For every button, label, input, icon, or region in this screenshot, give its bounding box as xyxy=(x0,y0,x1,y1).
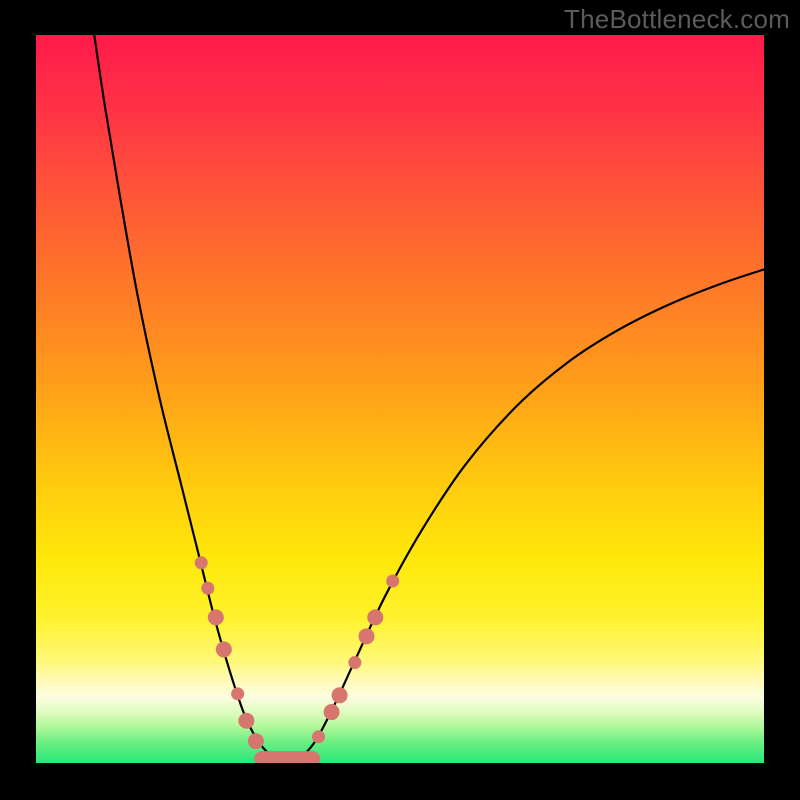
watermark-text: TheBottleneck.com xyxy=(564,4,790,35)
highlight-marker xyxy=(216,641,232,657)
plot-background xyxy=(36,35,764,763)
highlight-marker xyxy=(359,628,375,644)
highlight-marker xyxy=(324,704,340,720)
highlight-marker xyxy=(312,730,325,743)
highlight-marker xyxy=(208,609,224,625)
highlight-marker xyxy=(367,609,383,625)
bottleneck-chart xyxy=(0,0,800,800)
highlight-marker xyxy=(386,575,399,588)
highlight-marker xyxy=(348,656,361,669)
highlight-marker xyxy=(238,713,254,729)
highlight-marker xyxy=(332,687,348,703)
chart-stage: { "watermark": { "text": "TheBottleneck.… xyxy=(0,0,800,800)
highlight-marker xyxy=(231,687,244,700)
highlight-marker xyxy=(195,556,208,569)
highlight-marker xyxy=(248,733,264,749)
highlight-marker xyxy=(201,582,214,595)
